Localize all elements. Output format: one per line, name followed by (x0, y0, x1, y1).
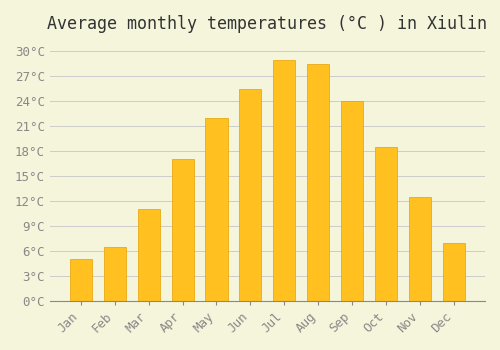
Bar (308, 64, 330, 301)
Bar (409, 197, 432, 301)
Bar (443, 243, 465, 301)
Bar (240, 89, 262, 301)
Bar (274, 60, 295, 301)
Bar (375, 147, 398, 301)
Bar (342, 101, 363, 301)
Bar (206, 118, 228, 301)
Bar (70, 259, 92, 301)
Title: Average monthly temperatures (°C ) in Xiulin: Average monthly temperatures (°C ) in Xi… (48, 15, 488, 33)
Bar (104, 247, 126, 301)
Bar (172, 159, 194, 301)
Bar (138, 209, 160, 301)
